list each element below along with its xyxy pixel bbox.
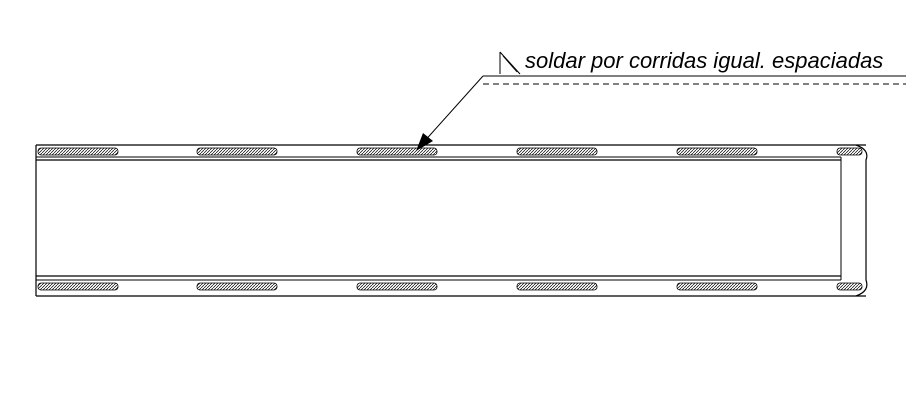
weld-bead-bottom-1 bbox=[37, 282, 119, 291]
weld-annotation: soldar por corridas igual. espaciadas bbox=[416, 48, 906, 151]
leader-arrowhead bbox=[416, 133, 433, 151]
weld-beads bbox=[37, 147, 863, 291]
weld-bead-top-3 bbox=[356, 147, 438, 156]
weld-bead-top-4 bbox=[516, 147, 598, 156]
weld-bead-bottom-5 bbox=[676, 282, 758, 291]
fillet-weld-symbol-icon bbox=[499, 51, 521, 75]
weld-bead-bottom-end bbox=[836, 282, 863, 291]
weld-bead-top-1 bbox=[37, 147, 119, 156]
end-cap-curve bbox=[855, 144, 868, 297]
weld-bead-top-2 bbox=[196, 147, 278, 156]
tube-body bbox=[35, 144, 868, 297]
weld-note-text: soldar por corridas igual. espaciadas bbox=[525, 48, 883, 73]
weld-bead-bottom-3 bbox=[356, 282, 438, 291]
weld-bead-bottom-2 bbox=[196, 282, 278, 291]
weld-bead-bottom-4 bbox=[516, 282, 598, 291]
weld-bead-top-5 bbox=[676, 147, 758, 156]
weld-bead-top-end bbox=[836, 147, 863, 156]
leader-line bbox=[421, 75, 484, 145]
